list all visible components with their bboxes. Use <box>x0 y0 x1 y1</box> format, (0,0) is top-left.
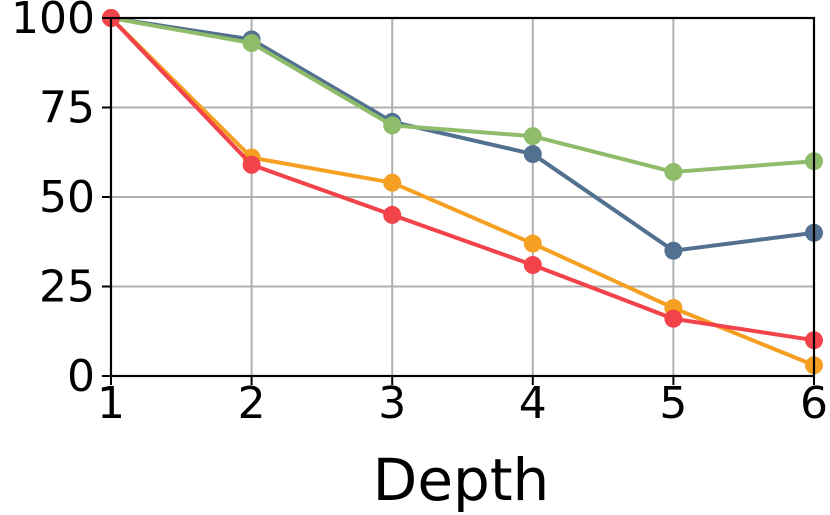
x-tick-label: 4 <box>519 378 547 429</box>
data-point <box>523 256 542 275</box>
series-3 <box>102 9 823 375</box>
series-line <box>109 16 816 253</box>
series-layer <box>102 9 823 375</box>
x-tick-label: 6 <box>800 378 828 429</box>
data-point <box>242 155 261 174</box>
data-point <box>523 127 542 146</box>
data-point <box>383 205 402 224</box>
data-point <box>242 34 261 53</box>
x-tick-label: 5 <box>659 378 687 429</box>
x-tick-label: 3 <box>378 378 406 429</box>
y-tick-label: 0 <box>67 351 95 402</box>
x-axis-title: Depth <box>373 446 550 514</box>
y-tick-label: 50 <box>39 172 95 223</box>
y-tick-label: 75 <box>39 83 95 134</box>
x-tick-label: 2 <box>238 378 266 429</box>
data-point <box>664 162 683 181</box>
data-point <box>383 116 402 135</box>
data-point <box>523 145 542 164</box>
series-line <box>109 16 816 343</box>
data-point <box>523 234 542 253</box>
data-point <box>383 173 402 192</box>
series-4 <box>102 9 823 350</box>
series-line <box>109 16 816 368</box>
data-point <box>664 309 683 328</box>
x-tick-label: 1 <box>97 378 125 429</box>
data-point <box>664 241 683 260</box>
series-2 <box>102 9 823 181</box>
series-line <box>109 16 816 174</box>
series-1 <box>102 9 823 260</box>
y-tick-label: 25 <box>39 262 95 313</box>
y-tick-label: 100 <box>11 0 95 44</box>
tick-labels: 1 2 3 4 5 6 0 25 50 75 100 <box>11 0 828 429</box>
